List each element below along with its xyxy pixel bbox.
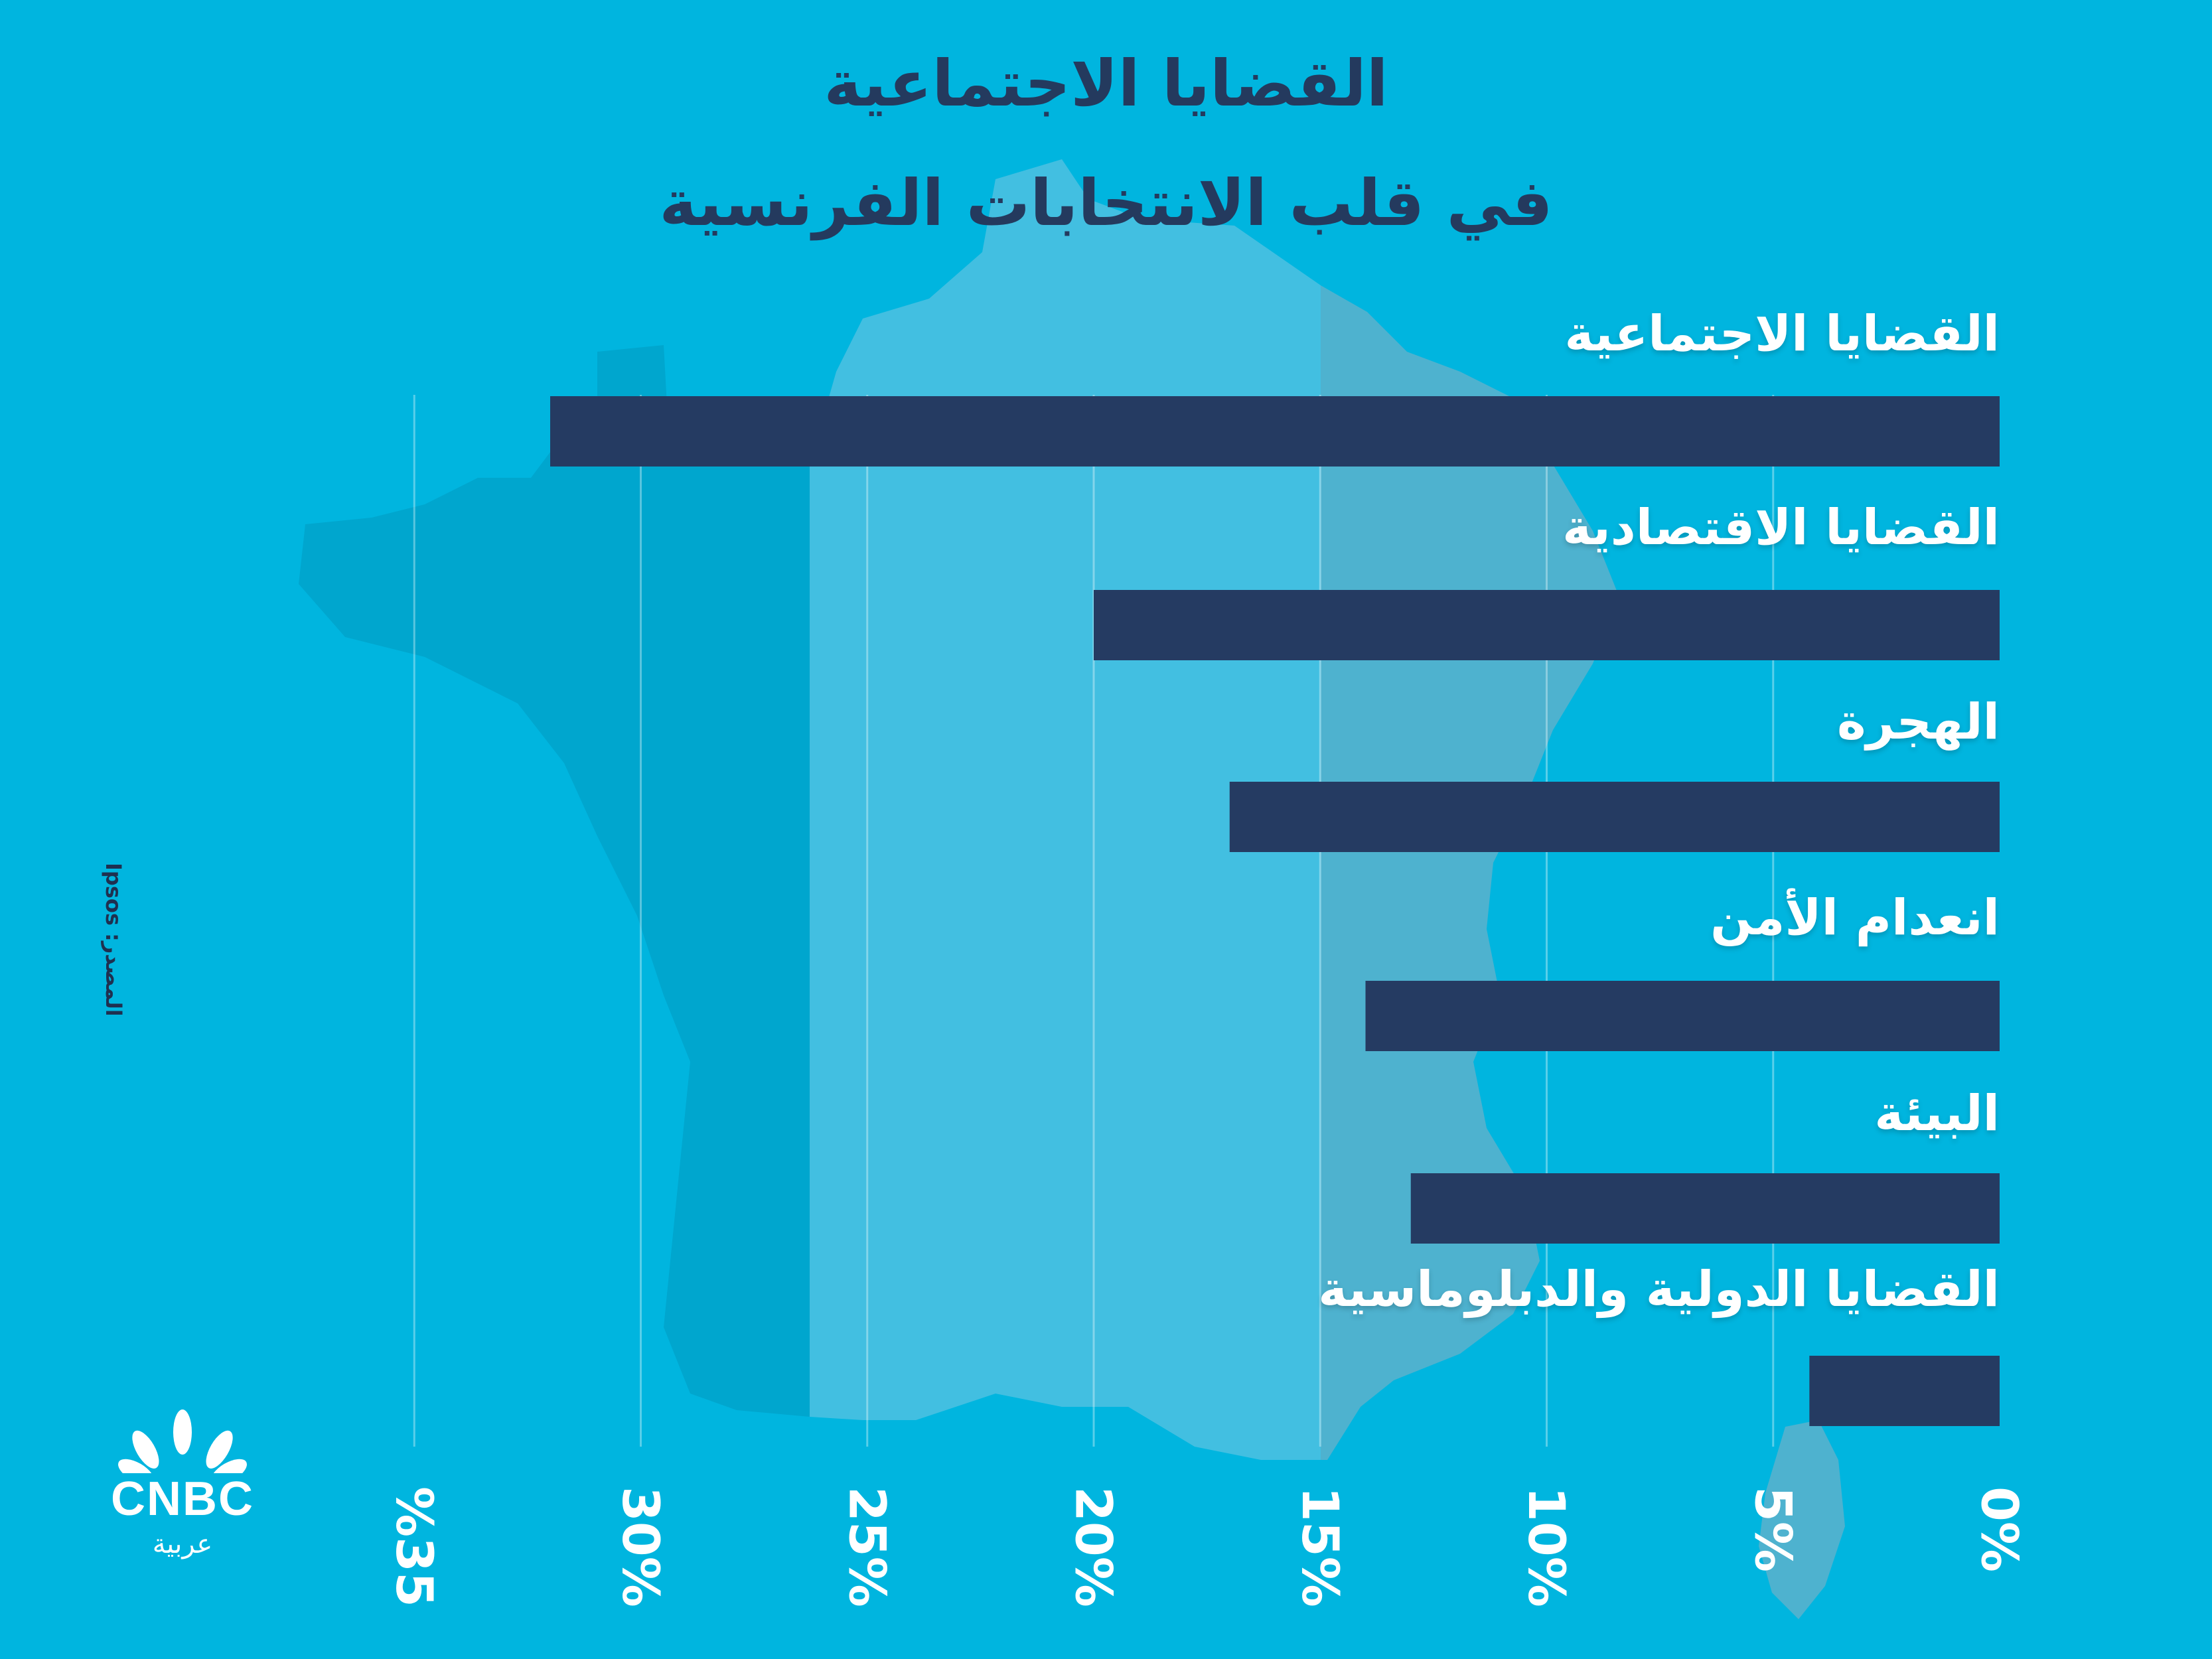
x-axis-tick-labels: 0% 5% 10% 15% 20% 25% 30% %35 [385,1486,2029,1607]
map-corsica [1759,1420,1845,1619]
category-label: البيئة [1874,1085,2000,1142]
bar [550,396,2000,467]
bar [1410,1173,2000,1244]
category-label: القضايا الاجتماعية [1564,305,2000,362]
map-region-center [810,159,1321,1460]
map-region-east [1321,285,1619,1460]
grid-lines [413,395,1775,1447]
x-tick-label: 20% [1065,1486,1124,1607]
bar [1094,590,2000,660]
map-region-west [299,345,810,1417]
bar [1809,1356,2000,1426]
x-tick-label: 30% [611,1486,670,1607]
x-tick-label: 25% [838,1486,897,1607]
x-tick-label: 10% [1517,1486,1576,1607]
france-map-silhouette [299,159,1845,1619]
x-tick-label: 5% [1743,1486,1803,1572]
x-tick-label: 0% [1970,1486,2029,1572]
source-note: المصدر: Ipsos [101,863,126,1017]
chart-title-line-1: القضايا الاجتماعية [824,46,1388,121]
category-label: انعدام الأمن [1710,889,2000,946]
peacock-icon [118,1409,247,1485]
bar [1365,981,2000,1051]
chart-title-line-2: في قلب الانتخابات الفرنسية [659,166,1553,240]
bar [1229,782,2000,852]
category-label: الهجرة [1836,693,2000,751]
logo-subtitle: عربية [152,1529,213,1559]
category-label: القضايا الدولية والدبلوماسية [1318,1261,2000,1318]
cnbc-arabia-logo: CNBC عربية [93,1394,272,1559]
x-tick-label: %35 [385,1486,444,1607]
category-label: القضايا الاقتصادية [1562,499,2000,556]
bars [550,396,2000,1426]
logo-wordmark: CNBC [111,1473,254,1526]
x-tick-label: 15% [1291,1486,1350,1607]
